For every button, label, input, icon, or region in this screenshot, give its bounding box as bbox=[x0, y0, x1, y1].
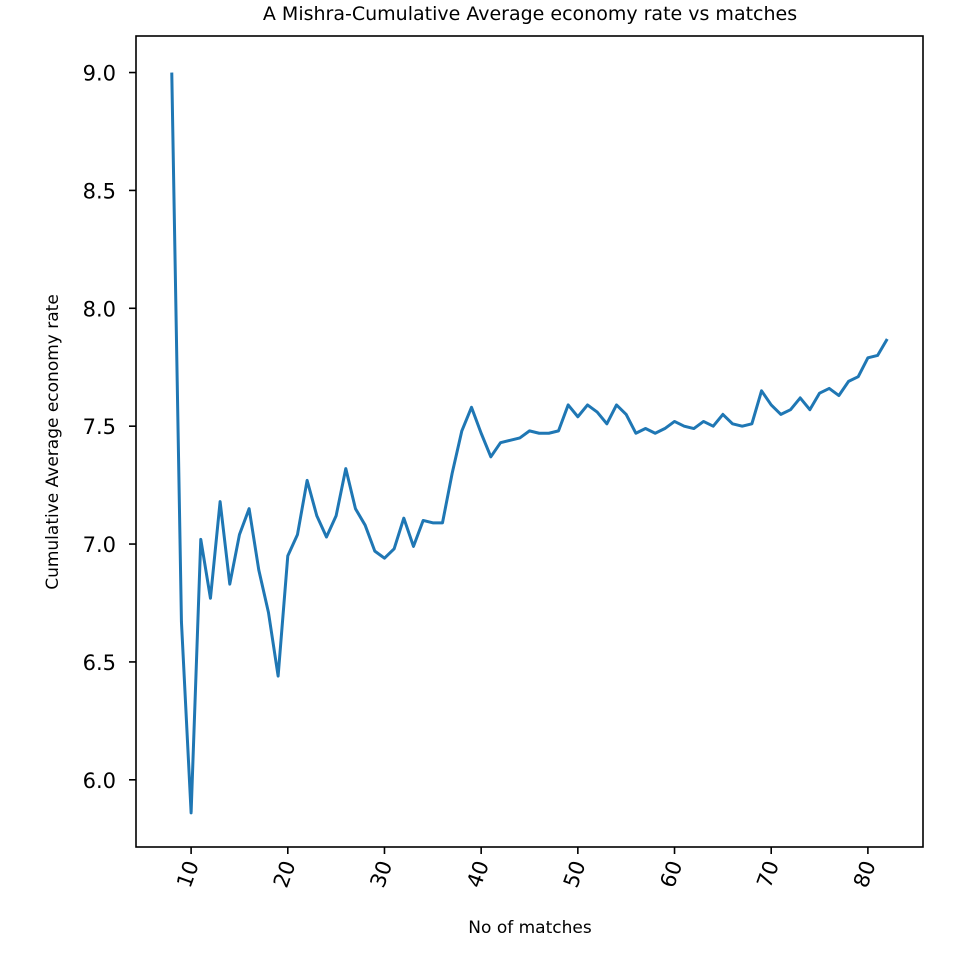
x-tick-label: 60 bbox=[656, 858, 688, 891]
x-axis-label: No of matches bbox=[468, 918, 592, 938]
x-tick-label: 20 bbox=[269, 858, 301, 891]
chart-title: A Mishra-Cumulative Average economy rate… bbox=[263, 3, 797, 25]
y-tick-label: 6.0 bbox=[83, 769, 116, 793]
y-tick-label: 8.5 bbox=[83, 179, 116, 203]
x-tick-label: 10 bbox=[172, 858, 204, 891]
y-tick-label: 7.5 bbox=[83, 415, 116, 439]
y-tick-label: 8.0 bbox=[83, 297, 116, 321]
x-tick-label: 30 bbox=[365, 858, 397, 891]
x-tick-label: 50 bbox=[559, 858, 591, 891]
x-tick-label: 40 bbox=[462, 858, 494, 891]
y-axis: 6.0 6.5 7.0 7.5 8.0 8.5 9.0 bbox=[83, 62, 136, 793]
x-tick-label: 80 bbox=[849, 858, 881, 891]
x-tick-label: 70 bbox=[752, 858, 784, 891]
plot-frame bbox=[135, 35, 924, 848]
y-axis-label: Cumulative Average economy rate bbox=[43, 294, 63, 590]
series-line bbox=[170, 72, 889, 815]
y-tick-label: 9.0 bbox=[83, 62, 116, 86]
x-axis: 10 20 30 40 50 60 70 80 bbox=[172, 847, 881, 891]
y-tick-label: 7.0 bbox=[83, 533, 116, 557]
y-tick-label: 6.5 bbox=[83, 651, 116, 675]
